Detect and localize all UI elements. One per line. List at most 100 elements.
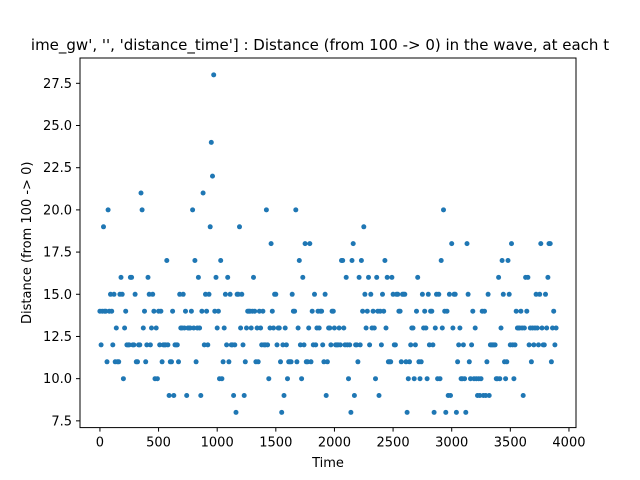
data-point xyxy=(171,393,177,398)
data-point xyxy=(470,308,476,314)
data-point xyxy=(328,342,334,348)
data-point xyxy=(299,376,305,382)
data-point xyxy=(371,325,377,331)
data-point xyxy=(207,224,213,230)
data-point xyxy=(195,274,201,280)
data-point xyxy=(251,274,256,280)
data-point xyxy=(347,342,353,348)
data-point xyxy=(126,342,132,348)
data-point xyxy=(455,359,461,365)
data-point xyxy=(279,409,285,415)
data-point xyxy=(534,325,540,331)
data-point xyxy=(180,291,186,297)
data-point xyxy=(373,376,378,382)
data-point xyxy=(169,359,174,365)
data-point xyxy=(425,291,431,297)
data-point xyxy=(541,342,547,348)
data-point xyxy=(349,258,355,263)
data-point xyxy=(402,291,408,297)
data-point xyxy=(143,359,149,365)
data-point xyxy=(404,409,410,415)
data-point xyxy=(144,342,150,348)
x-tick-label: 2500 xyxy=(377,436,410,451)
data-point xyxy=(525,274,531,280)
data-point xyxy=(122,325,128,331)
data-point xyxy=(220,359,226,365)
data-point xyxy=(415,274,421,280)
data-point xyxy=(539,325,545,331)
data-point xyxy=(536,342,541,348)
data-point xyxy=(302,241,308,247)
plot-area xyxy=(79,57,577,429)
data-point xyxy=(414,308,419,314)
data-point xyxy=(135,359,140,365)
data-point xyxy=(203,291,208,297)
data-point xyxy=(316,325,322,331)
data-point xyxy=(154,376,160,382)
data-point xyxy=(343,274,349,280)
data-point xyxy=(190,207,196,213)
data-point xyxy=(460,342,466,348)
data-point xyxy=(419,291,425,297)
data-point xyxy=(443,409,449,415)
data-point xyxy=(350,241,356,247)
data-point xyxy=(208,139,214,145)
data-point xyxy=(300,274,306,280)
data-point xyxy=(267,325,273,331)
data-point xyxy=(123,308,129,314)
x-tick-label: 4000 xyxy=(552,436,585,451)
data-point xyxy=(273,291,279,297)
data-point xyxy=(218,258,224,263)
data-point xyxy=(448,393,453,398)
data-point xyxy=(354,342,360,348)
data-point xyxy=(307,241,313,247)
data-point xyxy=(450,325,456,331)
data-point xyxy=(282,325,288,331)
data-point xyxy=(513,308,519,314)
data-point xyxy=(281,393,287,398)
data-point xyxy=(305,359,310,365)
data-point xyxy=(538,241,544,247)
data-point xyxy=(283,342,289,348)
data-point xyxy=(509,241,514,247)
data-point xyxy=(153,325,159,331)
data-point xyxy=(533,291,539,297)
data-point xyxy=(321,359,327,365)
data-point xyxy=(237,224,242,230)
data-point xyxy=(285,376,290,382)
data-point xyxy=(142,308,147,314)
data-point xyxy=(238,325,244,331)
data-point xyxy=(139,207,145,213)
data-point xyxy=(233,409,239,415)
data-point xyxy=(548,359,554,365)
data-point xyxy=(330,308,336,314)
data-point xyxy=(484,359,490,365)
y-tick-label: 20.0 xyxy=(43,203,72,218)
data-point xyxy=(120,376,126,382)
y-axis: 7.5 10.0 12.5 15.0 17.5 20.0 22.5 25.0 27.5 xyxy=(43,77,80,429)
data-point xyxy=(370,308,376,314)
data-point xyxy=(137,342,143,348)
x-tick-label: 1500 xyxy=(259,436,292,451)
data-point xyxy=(241,393,247,398)
data-point xyxy=(524,308,530,314)
data-point xyxy=(297,342,303,348)
data-point xyxy=(346,376,351,382)
y-tick-label: 27.5 xyxy=(43,77,72,92)
data-point xyxy=(248,325,254,331)
data-point xyxy=(331,325,337,331)
data-point xyxy=(351,393,357,398)
data-point xyxy=(336,325,342,331)
data-point xyxy=(544,325,550,331)
data-point xyxy=(295,325,301,331)
data-point xyxy=(165,342,171,348)
data-point xyxy=(201,342,207,348)
data-point xyxy=(211,72,217,78)
data-point xyxy=(296,258,302,263)
data-point xyxy=(403,359,409,365)
data-point xyxy=(432,325,438,331)
data-point xyxy=(340,258,346,263)
data-point xyxy=(197,325,203,331)
data-point xyxy=(294,359,300,365)
